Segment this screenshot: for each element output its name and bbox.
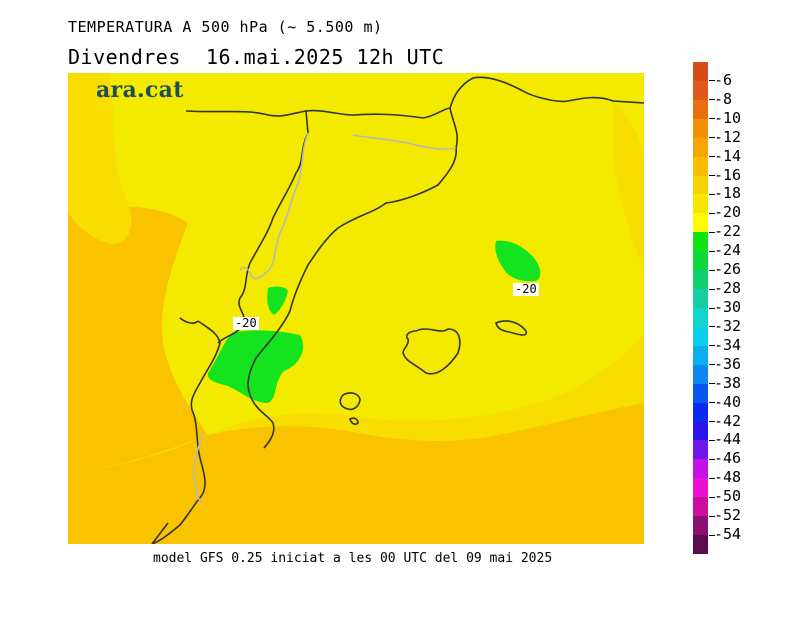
colorbar-segment bbox=[693, 308, 708, 328]
colorbar-segment bbox=[693, 440, 708, 460]
colorbar-segment bbox=[693, 326, 708, 347]
colorbar-tick-label: -54 bbox=[714, 525, 742, 544]
colorbar-tick-label: -10 bbox=[714, 108, 742, 127]
colorbar-tick-label: -34 bbox=[714, 335, 742, 354]
cold-zone-north bbox=[267, 286, 288, 315]
colorbar-tick bbox=[709, 80, 715, 82]
colorbar-segment bbox=[693, 516, 708, 536]
map-canvas bbox=[68, 73, 644, 544]
colorbar-tick bbox=[709, 515, 715, 517]
colorbar-tick-label: -18 bbox=[714, 184, 742, 203]
contour-label-west: -20 bbox=[233, 316, 259, 330]
colorbar-tick-label: -24 bbox=[714, 241, 742, 260]
colorbar-segment bbox=[693, 345, 708, 366]
colorbar-tick-label: -48 bbox=[714, 468, 742, 487]
colorbar-segment bbox=[693, 289, 708, 309]
colorbar-tick bbox=[709, 383, 715, 385]
colorbar-segment bbox=[693, 535, 708, 555]
colorbar-tick bbox=[709, 269, 715, 271]
colorbar-segment bbox=[693, 364, 708, 385]
cold-zone-west bbox=[207, 330, 304, 403]
colorbar-tick bbox=[709, 307, 715, 309]
contour-label-east: -20 bbox=[513, 282, 539, 296]
forecast-datetime: Divendres 16.mai.2025 12h UTC bbox=[68, 45, 445, 69]
colorbar-tick bbox=[709, 175, 715, 177]
colorbar-tick bbox=[709, 458, 715, 460]
colorbar-tick-label: -26 bbox=[714, 260, 742, 279]
colorbar-tick bbox=[709, 326, 715, 328]
model-info: model GFS 0.25 iniciat a les 00 UTC del … bbox=[153, 551, 553, 566]
colorbar-tick-label: -28 bbox=[714, 279, 742, 298]
colorbar-tick bbox=[709, 288, 715, 290]
colorbar-tick-label: -6 bbox=[714, 70, 733, 89]
yellow-band-northeast bbox=[613, 103, 644, 273]
colorbar-tick-label: -44 bbox=[714, 430, 742, 449]
colorbar-segment bbox=[693, 497, 708, 517]
colorbar-tick bbox=[709, 534, 715, 536]
colorbar-tick-label: -22 bbox=[714, 222, 742, 241]
colorbar-tick-label: -42 bbox=[714, 411, 742, 430]
colorbar-segment bbox=[693, 156, 708, 177]
colorbar-tick-label: -46 bbox=[714, 449, 742, 468]
colorbar-segment bbox=[693, 194, 708, 214]
colorbar-tick-label: -32 bbox=[714, 316, 742, 335]
colorbar-tick bbox=[709, 99, 715, 101]
colorbar-tick-label: -20 bbox=[714, 203, 742, 222]
colorbar-tick-label: -8 bbox=[714, 89, 733, 108]
colorbar-tick-label: -14 bbox=[714, 146, 742, 165]
political-borders bbox=[193, 132, 457, 504]
colorbar-tick bbox=[709, 212, 715, 214]
colorbar-tick bbox=[709, 364, 715, 366]
colorbar-segment bbox=[693, 459, 708, 479]
temperature-colorbar bbox=[693, 62, 708, 555]
colorbar-segment bbox=[693, 213, 708, 233]
colorbar-segment bbox=[693, 137, 708, 158]
colorbar-tick bbox=[709, 137, 715, 139]
chart-title: TEMPERATURA A 500 hPa (~ 5.500 m) bbox=[68, 18, 383, 36]
colorbar-tick bbox=[709, 477, 715, 479]
colorbar-tick-label: -38 bbox=[714, 373, 742, 392]
colorbar-segment bbox=[693, 175, 708, 195]
colorbar-segment bbox=[693, 99, 708, 120]
colorbar-tick bbox=[709, 231, 715, 233]
colorbar-tick bbox=[709, 250, 715, 252]
colorbar-tick-label: -30 bbox=[714, 298, 742, 316]
temperature-map: ara.cat -20 -20 bbox=[68, 73, 644, 544]
colorbar-tick-label: -50 bbox=[714, 487, 742, 506]
warm-zone-area bbox=[68, 403, 644, 544]
colorbar-tick bbox=[709, 402, 715, 404]
colorbar-segment bbox=[693, 80, 708, 101]
colorbar-segment bbox=[693, 270, 708, 290]
colorbar-tick bbox=[709, 193, 715, 195]
ara-cat-logo: ara.cat bbox=[96, 77, 184, 103]
colorbar-tick bbox=[709, 118, 715, 120]
colorbar-tick bbox=[709, 496, 715, 498]
colorbar-segment bbox=[693, 402, 708, 423]
colorbar-tick-label: -16 bbox=[714, 165, 742, 184]
cold-zone-east bbox=[495, 240, 541, 282]
coastlines bbox=[151, 76, 644, 544]
colorbar-segment bbox=[693, 62, 708, 82]
colorbar-segment bbox=[693, 118, 708, 139]
colorbar-tick bbox=[709, 439, 715, 441]
colorbar-tick bbox=[709, 421, 715, 423]
colorbar-segment bbox=[693, 232, 708, 252]
colorbar-segment bbox=[693, 383, 708, 404]
yellow-band-south bbox=[208, 333, 644, 441]
colorbar-tick-label: -40 bbox=[714, 392, 742, 411]
colorbar-segment bbox=[693, 421, 708, 441]
colorbar-segment bbox=[693, 478, 708, 498]
colorbar-tick-label: -36 bbox=[714, 354, 742, 373]
colorbar-tick bbox=[709, 345, 715, 347]
colorbar-tick-label: -12 bbox=[714, 127, 742, 146]
colorbar-tick-label: -52 bbox=[714, 506, 742, 525]
warm-tongue-west bbox=[68, 206, 208, 473]
colorbar-segment bbox=[693, 251, 708, 271]
yellow-band-northwest bbox=[68, 73, 132, 244]
colorbar-tick bbox=[709, 156, 715, 158]
